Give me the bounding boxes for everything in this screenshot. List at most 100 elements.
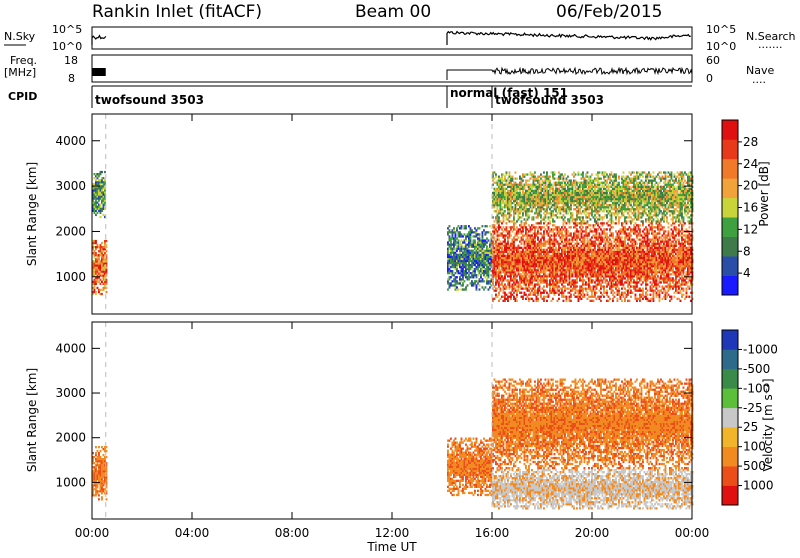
heatmap-cell <box>476 250 478 252</box>
heatmap-cell <box>555 234 557 236</box>
heatmap-cell <box>555 239 557 241</box>
heatmap-cell <box>524 292 526 294</box>
nsearch-tick-top: 10^5 <box>706 23 736 36</box>
heatmap-cell <box>95 204 97 206</box>
heatmap-cell <box>680 230 682 232</box>
heatmap-cell <box>563 300 565 302</box>
heatmap-cell <box>683 271 685 273</box>
heatmap-cell <box>540 296 542 298</box>
heatmap-cell <box>675 279 677 281</box>
heatmap-cell <box>684 298 686 300</box>
heatmap-cell <box>563 267 565 269</box>
heatmap-cell <box>456 268 458 270</box>
heatmap-cell <box>645 281 647 283</box>
heatmap-cell <box>504 176 506 178</box>
heatmap-cell <box>579 296 581 298</box>
heatmap-cell <box>678 288 680 290</box>
heatmap-cell <box>617 300 619 302</box>
heatmap-cell <box>633 279 635 281</box>
heatmap-cell <box>635 296 637 298</box>
heatmap-cell <box>453 227 455 229</box>
heatmap-cell <box>97 202 99 204</box>
heatmap-cell <box>100 212 102 214</box>
heatmap-cell <box>524 224 526 226</box>
heatmap-cell <box>684 245 686 247</box>
heatmap-cell <box>594 247 596 249</box>
heatmap-cell <box>656 269 658 271</box>
heatmap-cell <box>546 224 548 226</box>
heatmap-cell <box>543 234 545 236</box>
heatmap-cell <box>596 234 598 236</box>
heatmap-cell <box>671 228 673 230</box>
heatmap-cell <box>450 282 452 284</box>
heatmap-cell <box>534 239 536 241</box>
heatmap-cell <box>642 281 644 283</box>
heatmap-cell <box>103 256 105 258</box>
heatmap-cell <box>488 239 490 241</box>
heatmap-cell <box>606 279 608 281</box>
heatmap-cell <box>579 226 581 228</box>
heatmap-cell <box>474 227 476 229</box>
heatmap-cell <box>554 290 556 292</box>
heatmap-cell <box>492 281 494 283</box>
heatmap-cell <box>596 288 598 290</box>
heatmap-cell <box>461 233 463 235</box>
heatmap-cell <box>566 232 568 234</box>
heatmap-cell <box>515 212 517 214</box>
heatmap-cell <box>513 218 515 220</box>
heatmap-cell <box>464 280 466 282</box>
heatmap-cell <box>477 274 479 276</box>
heatmap-cell <box>456 227 458 229</box>
heatmap-cell <box>522 180 524 182</box>
heatmap-cell <box>659 285 661 287</box>
heatmap-cell <box>104 191 106 193</box>
heatmap-cell <box>455 284 457 286</box>
heatmap-cell <box>618 292 620 294</box>
heatmap-cell <box>665 239 667 241</box>
heatmap-cell <box>642 249 644 251</box>
heatmap-cell <box>600 283 602 285</box>
heatmap-cell <box>597 228 599 230</box>
heatmap-cell <box>452 250 454 252</box>
heatmap-cell <box>447 241 449 243</box>
heatmap-cell <box>94 250 96 252</box>
heatmap-cell <box>650 281 652 283</box>
heatmap-cell <box>494 226 496 228</box>
heatmap-cell <box>567 230 569 232</box>
heatmap-cell <box>636 283 638 285</box>
heatmap-cell <box>641 279 643 281</box>
heatmap-cell <box>678 279 680 281</box>
beam-label: Beam 00 <box>355 2 431 22</box>
heatmap-cell <box>602 273 604 275</box>
heatmap-cell <box>494 236 496 238</box>
heatmap-cell <box>94 287 96 289</box>
heatmap-cell <box>687 281 689 283</box>
heatmap-cell <box>465 237 467 239</box>
heatmap-cell <box>537 236 539 238</box>
heatmap-cell <box>576 285 578 287</box>
heatmap-cell <box>522 190 524 192</box>
heatmap-cell <box>621 269 623 271</box>
heatmap-cell <box>591 281 593 283</box>
heatmap-cell <box>678 241 680 243</box>
heatmap-cell <box>461 227 463 229</box>
heatmap-cell <box>591 294 593 296</box>
heatmap-cell <box>666 296 668 298</box>
heatmap-cell <box>485 233 487 235</box>
heatmap-cell <box>623 294 625 296</box>
heatmap-cell <box>536 226 538 228</box>
heatmap-cell <box>503 212 505 214</box>
heatmap-cell <box>563 292 565 294</box>
heatmap-cell <box>486 278 488 280</box>
heatmap-cell <box>566 300 568 302</box>
heatmap-cell <box>545 271 547 273</box>
heatmap-cell <box>590 224 592 226</box>
heatmap-cell <box>100 244 102 246</box>
heatmap-cell <box>512 230 514 232</box>
heatmap-cell <box>534 253 536 255</box>
heatmap-cell <box>609 228 611 230</box>
heatmap-cell <box>512 206 514 208</box>
heatmap-cell <box>642 292 644 294</box>
heatmap-cell <box>506 234 508 236</box>
heatmap-cell <box>531 228 533 230</box>
